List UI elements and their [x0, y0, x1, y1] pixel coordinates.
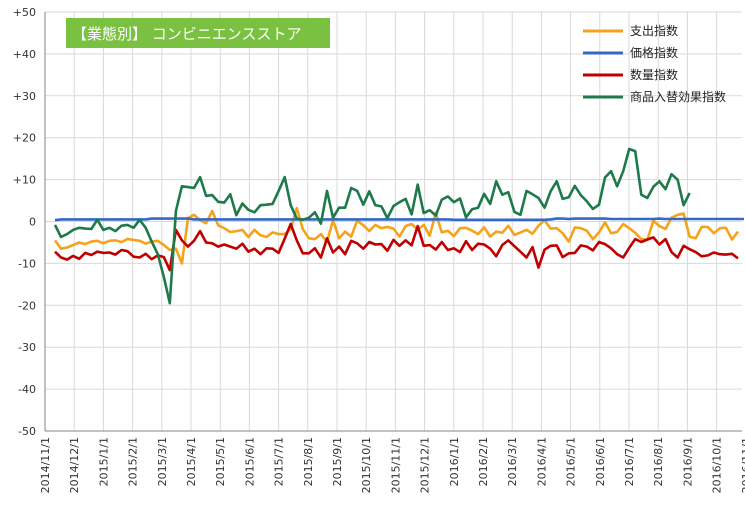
series-line-0 — [53, 206, 740, 265]
series-line-3 — [53, 147, 691, 305]
x-tick-label: 2016/4/1 — [535, 437, 548, 486]
x-tick-label: 2015/7/1 — [273, 437, 286, 486]
x-tick-label: 2016/9/1 — [681, 437, 694, 486]
x-tick-label: 2016/1/1 — [448, 437, 461, 486]
x-tick-label: 2015/12/1 — [419, 437, 432, 493]
y-tick-label: -50 — [18, 425, 36, 438]
y-tick-label: +50 — [13, 6, 36, 19]
y-tick-label: -40 — [18, 383, 36, 396]
x-tick-label: 2015/5/1 — [214, 437, 227, 486]
axes: -50 -40 -30 -20 -10 0 +10 +20 +30 +40 +50 2014/11/1… — [13, 6, 745, 493]
y-tick-label: 0 — [29, 216, 36, 229]
legend-label-1: 価格指数 — [630, 45, 678, 60]
x-tick-label: 2015/6/1 — [243, 437, 256, 486]
y-tick-label: +30 — [13, 90, 36, 103]
series-lines — [53, 147, 744, 305]
chart-title: 【業態別】 コンビニエンスストア — [72, 25, 301, 43]
x-tick-label: 2015/2/1 — [127, 437, 140, 486]
x-tick-label: 2016/7/1 — [623, 437, 636, 486]
y-tick-label: -20 — [18, 299, 36, 312]
y-tick-label: +10 — [13, 174, 36, 187]
x-tick-label: 2015/11/1 — [389, 437, 402, 493]
y-tick-label: +40 — [13, 48, 36, 61]
x-tick-label: 2015/4/1 — [185, 437, 198, 486]
x-tick-label: 2016/2/1 — [477, 437, 490, 486]
x-tick-label: 2015/1/1 — [97, 437, 110, 486]
legend-label-3: 商品入替効果指数 — [630, 89, 726, 104]
title-background — [66, 18, 330, 48]
series-line-2 — [54, 222, 739, 272]
x-tick-label: 2015/8/1 — [302, 437, 315, 486]
x-tick-label: 2015/3/1 — [156, 437, 169, 486]
legend-label-0: 支出指数 — [630, 23, 678, 38]
chart-title-box: 【業態別】 コンビニエンスストア — [66, 18, 330, 48]
x-tick-label: 2016/3/1 — [506, 437, 519, 486]
x-tick-label: 2016/10/1 — [711, 437, 724, 493]
x-tick-label: 2014/12/1 — [68, 437, 81, 493]
y-tick-label: +20 — [13, 132, 36, 145]
y-tick-label: -30 — [18, 341, 36, 354]
x-tick-label: 2016/11/1 — [740, 437, 745, 493]
legend-label-2: 数量指数 — [630, 67, 678, 82]
x-tick-label: 2015/10/1 — [360, 437, 373, 493]
series-line-1 — [54, 217, 744, 222]
x-tick-label: 2015/9/1 — [331, 437, 344, 486]
x-tick-label: 2016/5/1 — [565, 437, 578, 486]
y-tick-label: -10 — [18, 257, 36, 270]
x-tick-label: 2016/8/1 — [652, 437, 665, 486]
x-tick-label: 2016/6/1 — [594, 437, 607, 486]
x-tick-label: 2014/11/1 — [39, 437, 52, 493]
